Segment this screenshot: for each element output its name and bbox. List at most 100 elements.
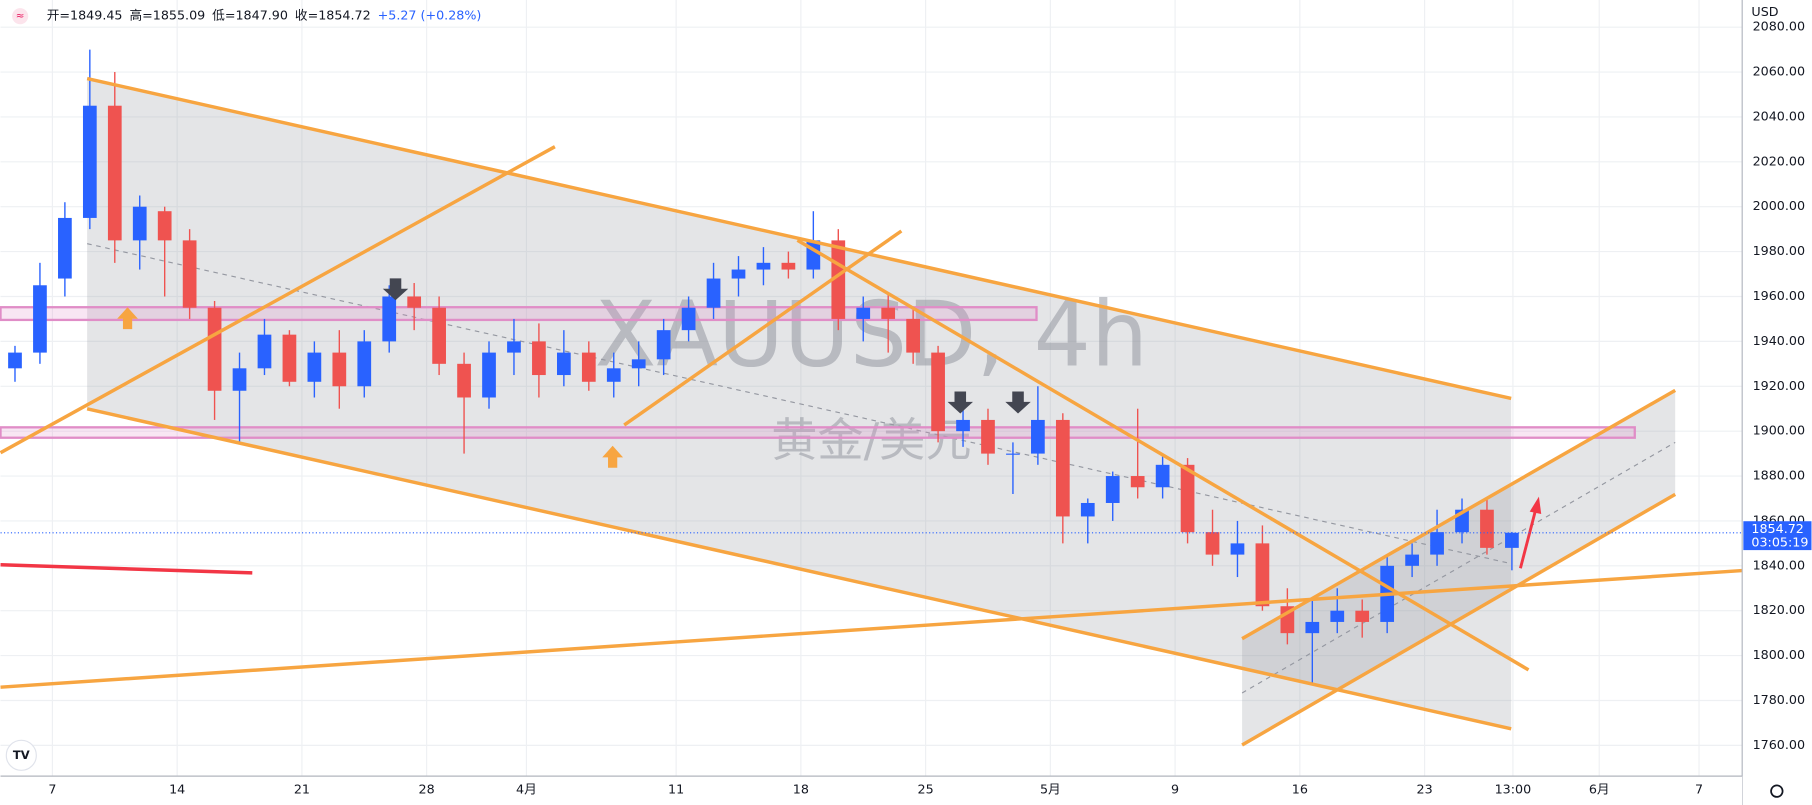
candle-body	[681, 307, 696, 331]
x-tick-label: 14	[169, 781, 185, 796]
currency-label: USD	[1751, 4, 1778, 19]
y-tick-label: 2040.00	[1753, 108, 1805, 123]
candle-body	[1130, 476, 1145, 488]
candle-body	[1330, 610, 1345, 622]
candle-body	[382, 296, 397, 342]
candle-body	[132, 206, 147, 241]
trendline	[1241, 492, 1677, 747]
channel-fill	[87, 78, 1512, 729]
candle-body	[906, 318, 921, 353]
countdown-label: 03:05:19	[1751, 535, 1808, 550]
up-arrows	[117, 307, 624, 468]
symbol-icon-glyph: ≈	[16, 10, 25, 22]
logo-bg[interactable]	[5, 739, 37, 771]
y-tick-label: 1880.00	[1753, 468, 1805, 483]
y-tick-label: 1980.00	[1753, 243, 1805, 258]
settings-icon[interactable]	[1770, 784, 1784, 798]
candle-body	[1105, 476, 1120, 503]
trendlines	[0, 76, 1743, 747]
candle-body	[33, 285, 47, 353]
trendline	[1241, 388, 1677, 641]
candle-body	[1055, 419, 1070, 517]
y-tick-label: 1900.00	[1753, 423, 1805, 438]
arrow-up	[602, 445, 624, 468]
legend-item: +5.27 (+0.28%)	[378, 8, 482, 23]
candle-body	[307, 352, 322, 382]
candle-body	[1255, 543, 1270, 607]
candle-body	[58, 217, 72, 279]
candle-body	[282, 334, 297, 382]
candle-body	[556, 352, 571, 376]
trendline	[86, 76, 1512, 401]
x-tick-label: 4月	[516, 781, 537, 796]
x-tick-label: 11	[668, 781, 684, 796]
candle-body	[1080, 502, 1095, 517]
trendline	[0, 145, 556, 455]
tv-logo[interactable]: TV	[5, 739, 37, 771]
candle-body	[781, 262, 796, 270]
candle-body	[956, 419, 970, 432]
candle-body	[1031, 419, 1045, 454]
y-tick-label: 1760.00	[1753, 737, 1805, 752]
y-tick-label: 2000.00	[1753, 198, 1805, 213]
candle-body	[357, 341, 372, 387]
candle-body	[1205, 532, 1220, 555]
trendline	[86, 407, 1512, 731]
candle-body	[407, 296, 422, 308]
arrow-down	[382, 278, 409, 301]
y-tick-label: 2020.00	[1753, 153, 1805, 168]
grid	[0, 0, 1743, 777]
candle-body	[1305, 621, 1320, 634]
y-tick-label: 1960.00	[1753, 288, 1805, 303]
trendline	[623, 229, 903, 427]
y-tick-label: 2060.00	[1753, 64, 1805, 79]
candle-body	[432, 307, 446, 364]
arrow-shaft	[1519, 510, 1537, 569]
symbol-icon	[12, 8, 29, 25]
down-arrows	[382, 278, 1031, 414]
candle-body	[1505, 532, 1519, 548]
x-tick-label: 23	[1417, 781, 1433, 796]
legend-item: 开=1849.45	[47, 8, 123, 23]
trendline	[796, 238, 1530, 672]
trendline	[0, 568, 1743, 689]
arrow-down	[947, 391, 973, 414]
y-tick-label: 1840.00	[1753, 557, 1805, 572]
candle-body	[82, 105, 97, 218]
candle-body	[756, 262, 771, 270]
candle-body	[881, 307, 896, 319]
candle-body	[257, 334, 272, 369]
logo-mark[interactable]: TV	[13, 748, 30, 762]
candle-body	[831, 240, 846, 319]
x-tick-label: 21	[294, 781, 310, 796]
candle-body	[606, 368, 621, 382]
zone	[0, 426, 1636, 439]
zone	[0, 306, 1038, 322]
last-price-label: 1854.72	[1751, 521, 1803, 536]
candle-body	[1405, 554, 1419, 566]
arrow-head	[1529, 496, 1542, 514]
legend-item: 高=1855.09	[129, 8, 205, 23]
candle-body	[157, 211, 172, 241]
x-tick-label: 13:00	[1495, 781, 1532, 796]
candle-body	[507, 341, 521, 353]
candle-body	[1230, 543, 1245, 555]
x-tick-label: 16	[1292, 781, 1308, 796]
candle-body	[107, 105, 122, 241]
x-tick-label: 25	[918, 781, 934, 796]
candle-body	[1006, 453, 1020, 455]
candle-body	[532, 341, 546, 376]
candle-body	[631, 359, 646, 369]
x-tick-label: 6月	[1589, 781, 1610, 796]
watermark-title: XAUUSD, 4h	[595, 283, 1148, 388]
x-tick-label: 7	[48, 781, 56, 796]
candle-body	[232, 368, 247, 391]
candle-body	[207, 307, 222, 391]
candle-body	[457, 363, 471, 398]
candle-body	[656, 330, 671, 360]
y-tick-label: 1920.00	[1753, 378, 1805, 393]
x-axis-bg	[0, 776, 1743, 805]
gear[interactable]	[1770, 784, 1784, 798]
candle-body	[482, 352, 496, 398]
